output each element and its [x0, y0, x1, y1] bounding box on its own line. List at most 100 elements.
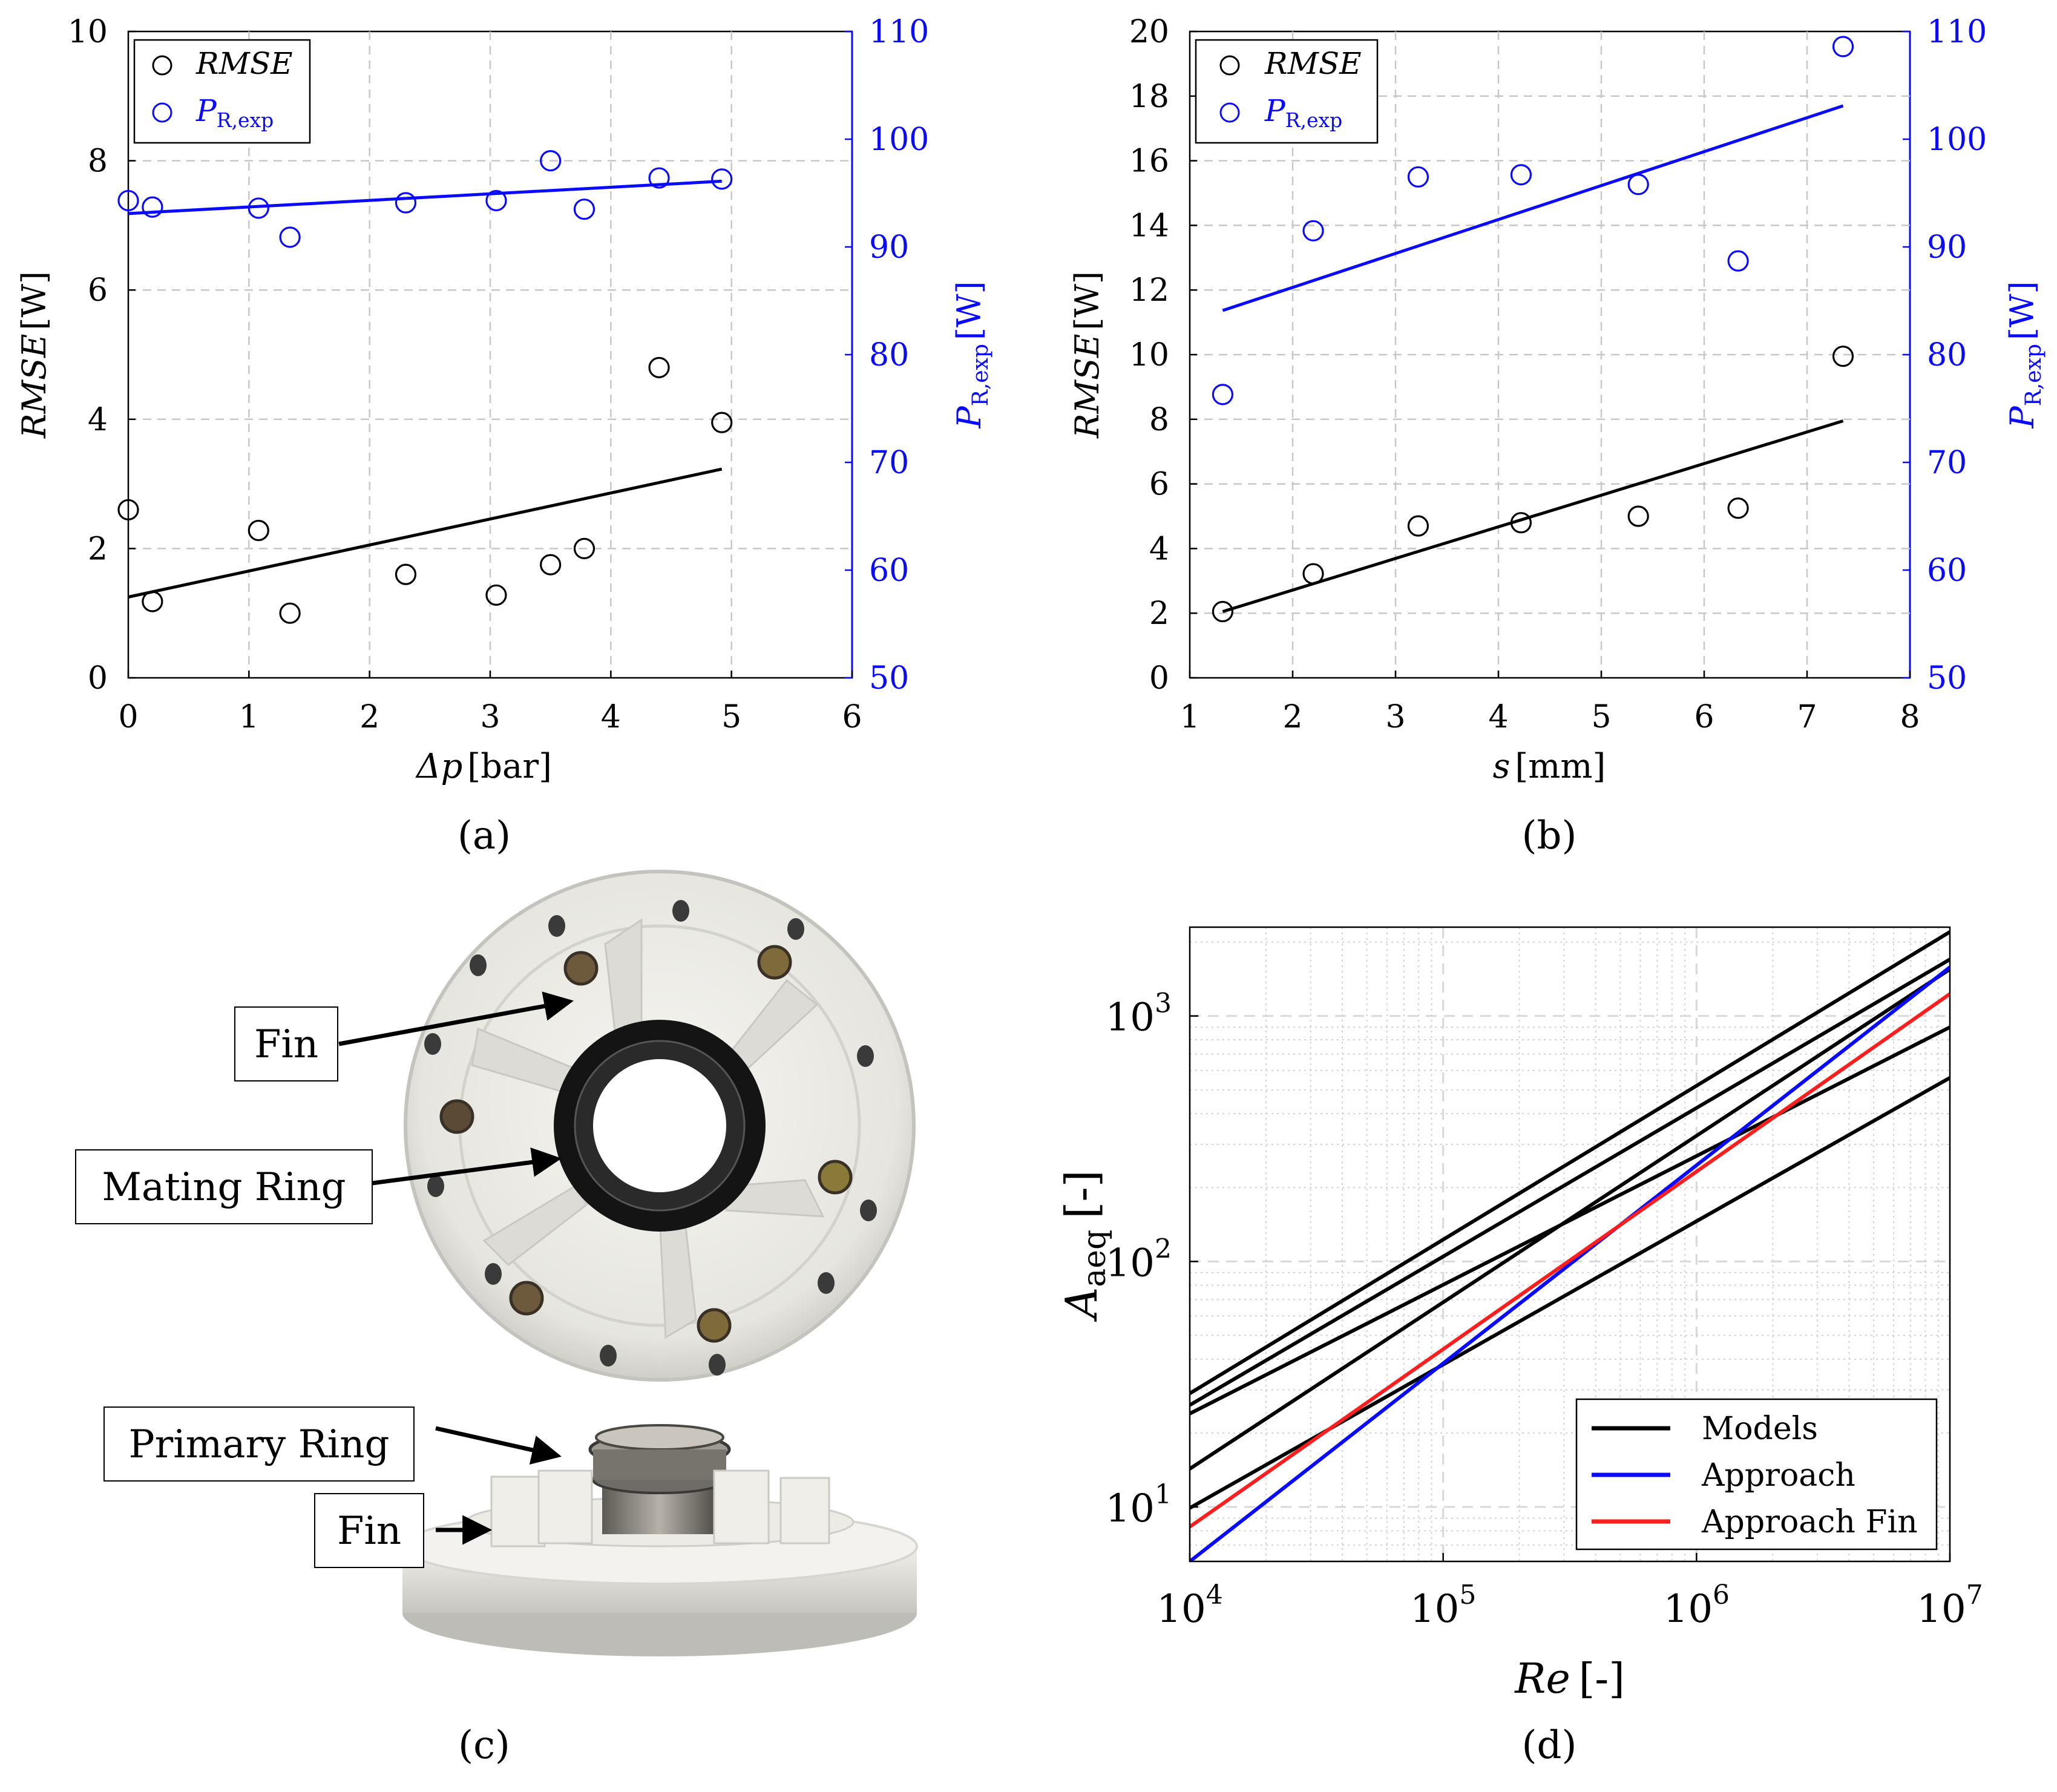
housing-bolt-holes	[424, 900, 877, 1376]
x-tick-label: 1	[239, 699, 259, 735]
panel-d-x-axis-label: Re [-]	[1514, 1655, 1625, 1703]
x-tick-label: 104	[1156, 1580, 1222, 1632]
y-right-tick-label: 50	[869, 660, 909, 697]
y-right-tick-label: 50	[1927, 660, 1967, 697]
panel-d-plot-frame	[1189, 926, 1951, 1563]
panel-a-right-axis-label: PR,exp[W]	[950, 281, 993, 428]
y-right-tick-label: 70	[869, 445, 909, 481]
data-point-p-r-exp	[648, 167, 670, 189]
x-tick-label: 5	[721, 699, 741, 735]
x-tick-label: 8	[1900, 699, 1920, 735]
panel-b-right-axis-label: PR,exp[W]	[2003, 281, 2046, 428]
panel-a-label: (a)	[458, 813, 511, 858]
y-right-tick-label: 110	[1927, 14, 1987, 50]
panel-d-legend-models: Models	[1702, 1411, 1818, 1447]
data-point-rmse	[1627, 505, 1649, 527]
panel-b-legend: RMSE PR,exp	[1195, 39, 1379, 144]
callout-mating-ring-arrow	[372, 1147, 562, 1186]
panel-d-label: (d)	[1522, 1723, 1577, 1768]
panel-a-legend: RMSE PR,exp	[133, 39, 311, 144]
photo-callouts: Fin Mating Ring Primary Ring Fin	[75, 991, 574, 1568]
panel-d-series	[1190, 930, 1950, 1561]
y-right-tick-label: 80	[1927, 337, 1967, 373]
y-left-tick-label: 20	[1129, 14, 1169, 50]
y-left-tick-label: 6	[1149, 467, 1169, 503]
y-left-tick-label: 16	[1129, 143, 1169, 180]
data-point-p-r-exp	[1832, 36, 1854, 57]
panel-d-legend: Models Approach Approach Fin	[1575, 1398, 1938, 1551]
panel-b-left-ticks: 0 2 4 6 8 10 12 14 16 18 20	[1129, 14, 1197, 697]
series-line-approach	[1190, 965, 1950, 1561]
panel-a-left-ticks: 0 2 4 6 8 10	[68, 14, 136, 697]
fit-line-p-r-exp	[1222, 104, 1844, 312]
y-left-tick-label: 6	[88, 272, 108, 309]
callout-fin-top: Fin	[254, 1022, 318, 1067]
data-point-p-r-exp	[1627, 174, 1649, 195]
y-right-tick-label: 100	[1927, 122, 1987, 158]
series-line-models	[1190, 957, 1950, 1407]
panel-a-legend-rmse-marker	[152, 55, 172, 76]
data-point-p-r-exp	[248, 197, 269, 219]
callout-primary-ring: Primary Ring	[129, 1422, 390, 1467]
primary-ring-side	[593, 1449, 726, 1480]
y-tick-label: 102	[1106, 1233, 1172, 1285]
data-point-rmse	[1832, 346, 1854, 367]
data-point-rmse	[248, 519, 269, 542]
data-point-rmse	[573, 537, 595, 560]
mating-ring-bore	[593, 1059, 726, 1192]
x-tick-label: 1	[1179, 699, 1199, 735]
y-right-tick-label: 100	[869, 122, 929, 158]
panel-a-legend-rmse-label: RMSE	[195, 46, 293, 81]
callout-fin-bottom-box	[314, 1493, 424, 1568]
panel-d-x-ticks: 104 105 106 107	[1156, 1553, 1983, 1632]
panel-a-x-ticks: 0 1 2 3 4 5 6	[118, 671, 862, 735]
x-tick-label: 5	[1591, 699, 1611, 735]
panel-a-legend-p-label: PR,exp	[195, 93, 274, 132]
x-tick-label: 2	[359, 699, 379, 735]
data-point-rmse	[1302, 563, 1324, 585]
fit-line-p-r-exp	[128, 179, 722, 215]
primary-ring-assembly-photo	[401, 1424, 918, 1656]
y-left-tick-label: 10	[68, 14, 108, 50]
y-right-tick-label: 70	[1927, 445, 1967, 481]
panel-b-legend-rmse-marker	[1219, 55, 1240, 76]
y-right-tick-label: 110	[869, 14, 929, 50]
panel-b-grid	[1190, 31, 1910, 678]
data-point-rmse	[711, 412, 733, 433]
panel-a-x-axis-label: Δp [bar]	[415, 747, 552, 786]
data-point-p-r-exp	[279, 226, 301, 248]
x-tick-label: 2	[1282, 699, 1302, 735]
x-tick-label: 7	[1797, 699, 1817, 735]
data-point-rmse	[540, 554, 562, 576]
y-left-tick-label: 10	[1129, 337, 1169, 373]
data-point-p-r-exp	[1302, 220, 1324, 241]
y-left-tick-label: 18	[1129, 79, 1169, 115]
y-left-tick-label: 12	[1129, 272, 1169, 309]
x-tick-label: 105	[1410, 1580, 1476, 1632]
callout-primary-ring-arrow	[435, 1426, 562, 1465]
series-line-approach-fin	[1190, 992, 1950, 1529]
y-left-tick-label: 8	[1149, 402, 1169, 438]
data-point-p-r-exp	[1510, 164, 1532, 186]
data-point-rmse	[395, 563, 417, 585]
y-left-tick-label: 0	[1149, 660, 1169, 697]
y-right-tick-label: 90	[1927, 229, 1967, 266]
panel-b-left-axis-label: RMSE[W]	[1068, 271, 1106, 439]
panel-b-legend-p-label: PR,exp	[1264, 93, 1342, 132]
data-point-p-r-exp	[485, 189, 507, 212]
data-point-p-r-exp	[142, 196, 163, 218]
data-point-rmse	[1510, 512, 1532, 534]
callout-primary-ring-box	[103, 1406, 415, 1482]
panel-c-photo: Fin Mating Ring Primary Ring Fin (c)	[75, 870, 918, 1768]
panel-b-legend-rmse-label: RMSE	[1264, 46, 1362, 81]
callout-mating-ring: Mating Ring	[102, 1165, 346, 1210]
data-point-rmse	[485, 584, 507, 606]
y-left-tick-label: 0	[88, 660, 108, 697]
data-point-rmse	[1212, 600, 1234, 623]
panel-d-y-ticks: 101 102 103	[1106, 988, 1198, 1531]
panel-a-left-axis-label: RMSE[W]	[15, 271, 53, 439]
panel-a-right-ticks: 50 60 70 80 90 100 110	[845, 14, 929, 697]
panel-b-legend-p-marker	[1219, 102, 1240, 123]
y-left-tick-label: 4	[88, 402, 108, 438]
data-point-p-r-exp	[395, 192, 417, 214]
